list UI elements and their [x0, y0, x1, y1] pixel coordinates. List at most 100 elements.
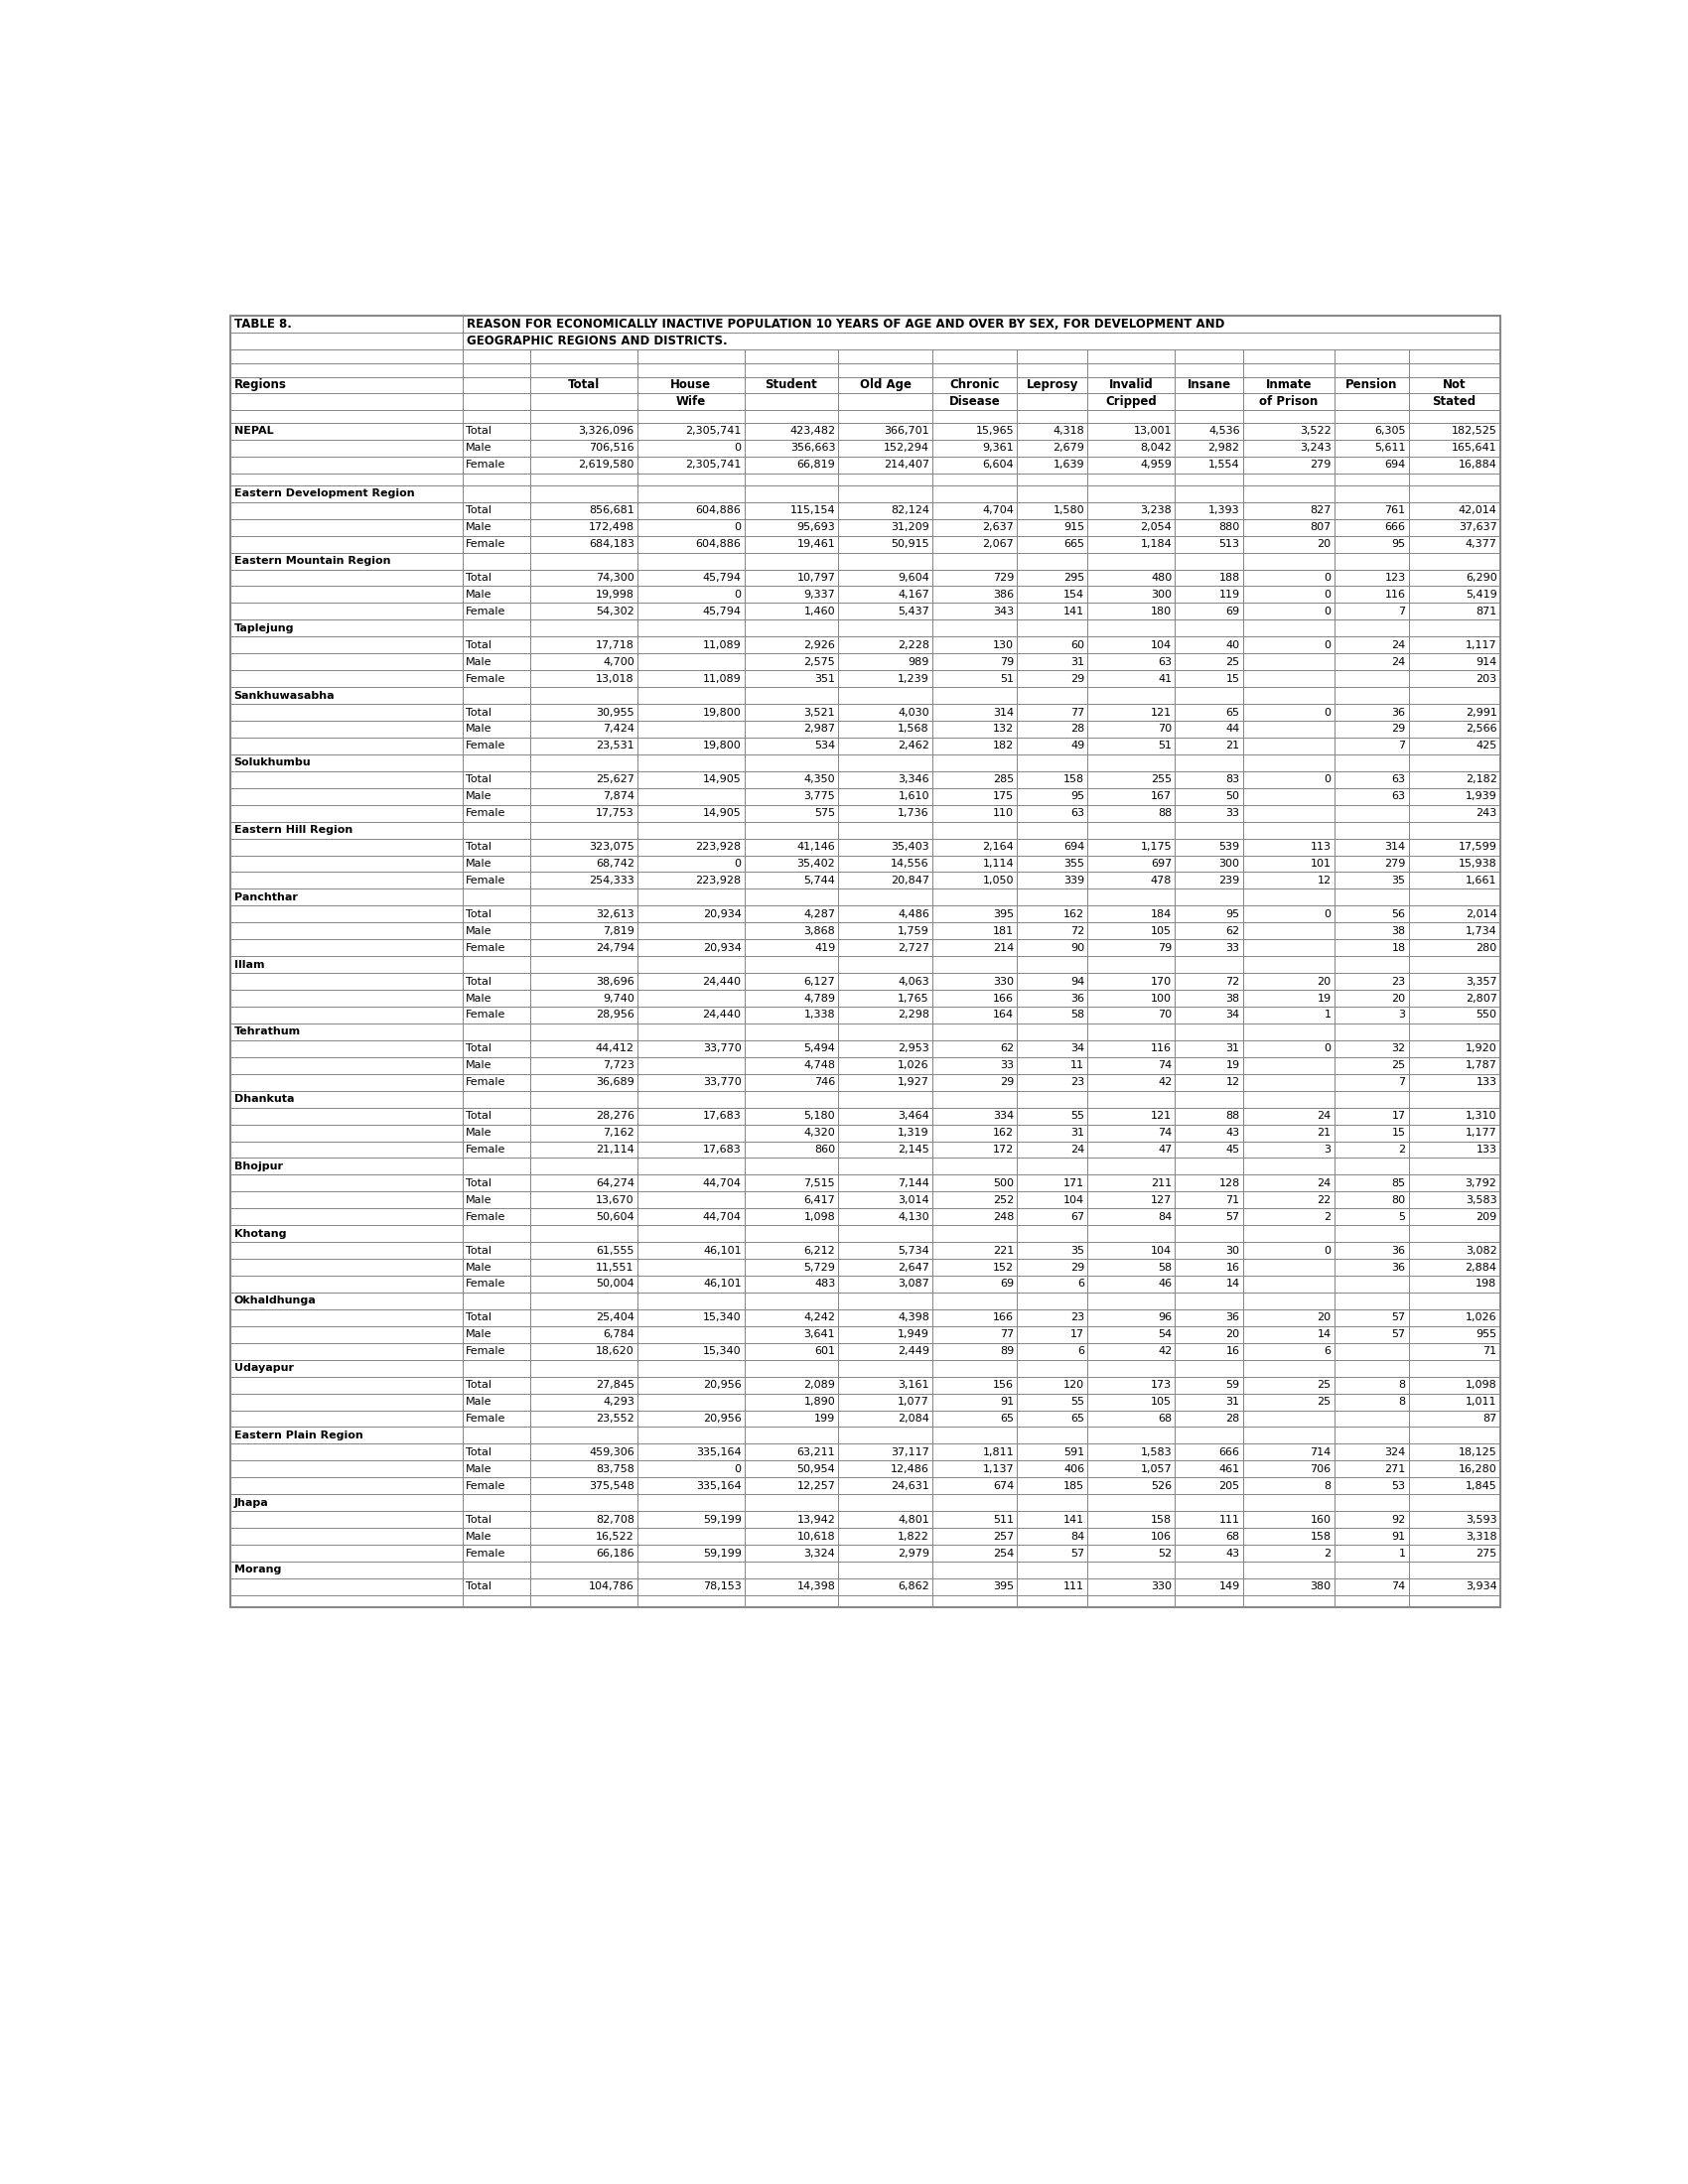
Text: 0: 0: [1323, 607, 1332, 616]
Bar: [1175, 535, 1242, 553]
Text: Total: Total: [466, 1044, 491, 1053]
Bar: [230, 1376, 463, 1393]
Bar: [1175, 1343, 1242, 1361]
Bar: [1175, 821, 1242, 839]
Bar: [1408, 670, 1501, 688]
Text: 32: 32: [1391, 1044, 1406, 1053]
Bar: [932, 638, 1018, 653]
Bar: [839, 1090, 932, 1107]
Text: 181: 181: [993, 926, 1014, 937]
Bar: [530, 553, 638, 570]
Bar: [839, 788, 932, 806]
Bar: [230, 856, 463, 871]
Bar: [744, 1361, 839, 1376]
Text: 18: 18: [1391, 943, 1406, 952]
Text: 13,018: 13,018: [596, 673, 635, 684]
Bar: [230, 376, 463, 393]
Bar: [1408, 376, 1501, 393]
Text: 58: 58: [1070, 1009, 1084, 1020]
Text: Student: Student: [765, 378, 817, 391]
Text: 3,775: 3,775: [803, 791, 836, 802]
Bar: [839, 502, 932, 520]
Bar: [1334, 1411, 1408, 1426]
Bar: [638, 456, 744, 474]
Bar: [638, 889, 744, 906]
Text: Illam: Illam: [235, 959, 265, 970]
Text: 16: 16: [1225, 1262, 1239, 1273]
Text: 24: 24: [1391, 657, 1406, 666]
Bar: [1242, 922, 1334, 939]
Bar: [1087, 485, 1175, 502]
Bar: [230, 1426, 463, 1444]
Bar: [932, 1275, 1018, 1293]
Bar: [1242, 721, 1334, 738]
Text: 406: 406: [1063, 1463, 1084, 1474]
Text: 550: 550: [1475, 1009, 1497, 1020]
Bar: [1334, 1057, 1408, 1075]
Text: Total: Total: [466, 1313, 491, 1324]
Text: Female: Female: [466, 1548, 506, 1557]
Bar: [1018, 1511, 1087, 1529]
Text: 130: 130: [993, 640, 1014, 651]
Text: Male: Male: [466, 791, 491, 802]
Bar: [1175, 788, 1242, 806]
Text: 356,663: 356,663: [790, 443, 836, 452]
Bar: [932, 456, 1018, 474]
Bar: [1018, 1544, 1087, 1562]
Bar: [1408, 502, 1501, 520]
Bar: [1018, 1225, 1087, 1243]
Text: 88: 88: [1158, 808, 1171, 819]
Text: 5,419: 5,419: [1465, 590, 1497, 601]
Text: 4,704: 4,704: [982, 505, 1014, 515]
Bar: [1175, 1494, 1242, 1511]
Bar: [463, 804, 530, 821]
Text: 74: 74: [1158, 1127, 1171, 1138]
Text: 79: 79: [1158, 943, 1171, 952]
Text: 12: 12: [1225, 1077, 1239, 1088]
Text: 54,302: 54,302: [596, 607, 635, 616]
Bar: [1408, 703, 1501, 721]
Text: 72: 72: [1070, 926, 1084, 937]
Text: 3,082: 3,082: [1465, 1245, 1497, 1256]
Text: 17,718: 17,718: [596, 640, 635, 651]
Bar: [839, 638, 932, 653]
Text: 827: 827: [1310, 505, 1332, 515]
Bar: [530, 753, 638, 771]
Bar: [638, 520, 744, 535]
Bar: [1334, 553, 1408, 570]
Bar: [1242, 439, 1334, 456]
Bar: [1334, 570, 1408, 585]
Bar: [230, 620, 463, 638]
Bar: [744, 502, 839, 520]
Text: 164: 164: [993, 1009, 1014, 1020]
Bar: [744, 1007, 839, 1024]
Text: 4,030: 4,030: [898, 708, 928, 716]
Bar: [530, 939, 638, 957]
Text: 12: 12: [1317, 876, 1332, 885]
Text: 29: 29: [1391, 725, 1406, 734]
Bar: [1242, 703, 1334, 721]
Bar: [1175, 1461, 1242, 1479]
Bar: [463, 439, 530, 456]
Bar: [1018, 889, 1087, 906]
Bar: [1242, 1275, 1334, 1293]
Bar: [530, 1361, 638, 1376]
Bar: [932, 1529, 1018, 1544]
Bar: [1175, 520, 1242, 535]
Bar: [932, 439, 1018, 456]
Bar: [230, 456, 463, 474]
Bar: [1242, 1594, 1334, 1607]
Bar: [530, 535, 638, 553]
Bar: [230, 1140, 463, 1158]
Bar: [1087, 439, 1175, 456]
Bar: [932, 349, 1018, 363]
Text: 23: 23: [1391, 976, 1406, 987]
Text: 2,305,741: 2,305,741: [685, 459, 741, 470]
Bar: [744, 957, 839, 974]
Bar: [744, 1544, 839, 1562]
Bar: [1334, 1125, 1408, 1140]
Bar: [744, 688, 839, 703]
Bar: [1408, 1308, 1501, 1326]
Bar: [1242, 553, 1334, 570]
Bar: [1408, 520, 1501, 535]
